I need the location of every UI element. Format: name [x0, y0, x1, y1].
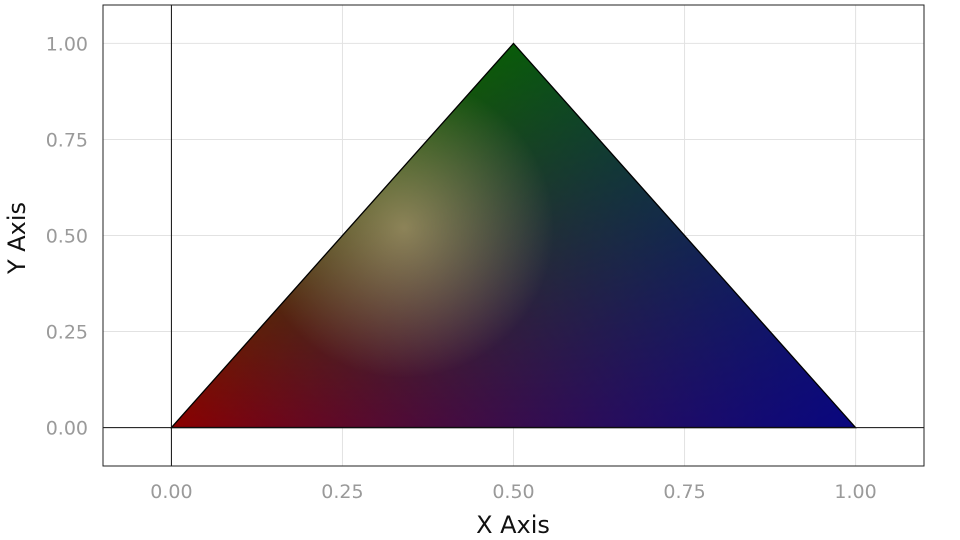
x-axis-title: X Axis	[476, 511, 550, 539]
y-tick-label: 0.50	[46, 226, 88, 248]
x-tick-label: 0.25	[321, 481, 363, 503]
triangle	[169, 42, 858, 429]
y-tick-label: 0.75	[46, 129, 88, 151]
x-tick-label: 0.75	[663, 481, 705, 503]
y-tick-label: 0.00	[46, 418, 88, 440]
x-tick-labels: 0.00 0.25 0.50 0.75 1.00	[150, 481, 876, 503]
x-tick-label: 0.00	[150, 481, 192, 503]
y-axis-title: Y Axis	[3, 202, 31, 275]
x-tick-label: 1.00	[834, 481, 876, 503]
y-tick-label: 0.25	[46, 322, 88, 344]
y-tick-label: 1.00	[46, 33, 88, 55]
plot-border	[102, 4, 925, 467]
triangle-glow-layer	[171, 43, 856, 428]
x-tick-label: 0.50	[492, 481, 534, 503]
y-tick-labels: 0.00 0.25 0.50 0.75 1.00	[46, 33, 88, 439]
